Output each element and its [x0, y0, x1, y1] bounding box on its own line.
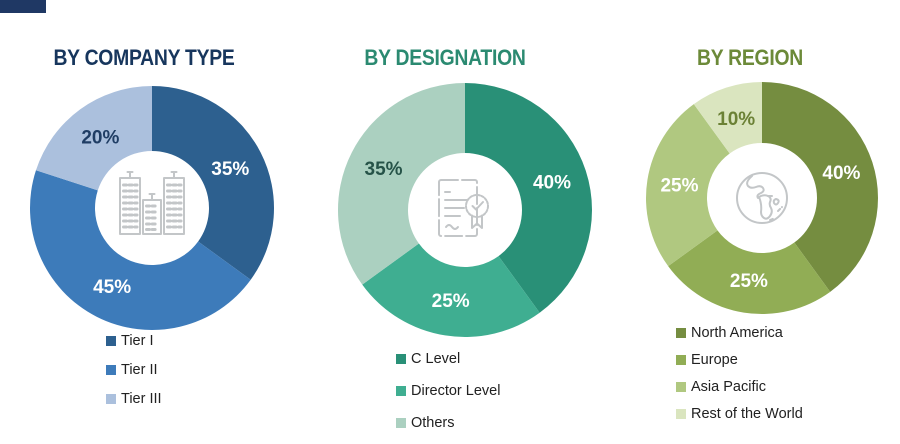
- slice-value-label: 35%: [365, 159, 403, 180]
- slice-value-label: 25%: [432, 291, 470, 312]
- legend-label: Tier I: [121, 333, 154, 349]
- donut-chart-company-type: 35% 45% 20%: [30, 86, 274, 330]
- legend-designation: C Level Director Level Others: [396, 351, 500, 431]
- legend-item-tier-ii[interactable]: Tier II: [106, 362, 162, 378]
- globe-icon: [730, 166, 794, 230]
- chart-title-designation: BY DESIGNATION: [364, 45, 526, 70]
- legend-swatch: [676, 409, 686, 419]
- legend-label: Director Level: [411, 383, 501, 399]
- legend-label: Europe: [691, 352, 738, 368]
- legend-item-north-america[interactable]: North America: [676, 325, 803, 341]
- legend-swatch: [106, 394, 116, 404]
- legend-label: Asia Pacific: [691, 379, 766, 395]
- donut-slice-others[interactable]: [338, 83, 465, 285]
- legend-label: C Level: [411, 351, 461, 367]
- donut-chart-region: 40% 25% 25% 10%: [646, 82, 878, 314]
- legend-label: Others: [411, 415, 455, 431]
- donut-slice-rest-of-the-world[interactable]: [693, 82, 762, 154]
- slice-value-label: 25%: [730, 271, 768, 292]
- donut-slice-europe[interactable]: [668, 230, 831, 314]
- legend-company-type: Tier I Tier II Tier III: [106, 333, 162, 407]
- donut-slice-north-america[interactable]: [762, 82, 878, 292]
- slice-value-label: 40%: [533, 172, 571, 193]
- legend-item-europe[interactable]: Europe: [676, 352, 803, 368]
- slice-value-label: 20%: [81, 128, 119, 149]
- chart-title-region: BY REGION: [697, 45, 803, 70]
- corner-brand-bar: [0, 0, 46, 13]
- slice-value-label: 25%: [660, 176, 698, 197]
- donut-slice-c-level[interactable]: [465, 83, 592, 313]
- legend-swatch: [106, 365, 116, 375]
- legend-swatch: [396, 354, 406, 364]
- donut-chart-designation: 40% 25% 35%: [338, 83, 592, 337]
- legend-swatch: [676, 355, 686, 365]
- certificate-icon: [433, 176, 497, 244]
- donut-slice-asia-pacific[interactable]: [646, 104, 730, 267]
- legend-item-c-level[interactable]: C Level: [396, 351, 500, 367]
- legend-swatch: [396, 386, 406, 396]
- legend-swatch: [106, 336, 116, 346]
- slice-value-label: 40%: [822, 163, 860, 184]
- donut-slice-director-level[interactable]: [362, 243, 540, 337]
- slice-value-label: 10%: [717, 109, 755, 130]
- legend-label: Tier III: [121, 391, 162, 407]
- legend-label: North America: [691, 325, 783, 341]
- slice-value-label: 35%: [211, 159, 249, 180]
- legend-swatch: [396, 418, 406, 428]
- legend-item-asia-pacific[interactable]: Asia Pacific: [676, 379, 803, 395]
- legend-region: North America Europe Asia Pacific Rest of t…: [676, 325, 803, 422]
- legend-item-tier-i[interactable]: Tier I: [106, 333, 162, 349]
- donut-slice-tier-i[interactable]: [152, 86, 274, 280]
- legend-item-others[interactable]: Others: [396, 415, 500, 431]
- legend-swatch: [676, 382, 686, 392]
- buildings-icon: [114, 164, 190, 240]
- legend-item-director-level[interactable]: Director Level: [396, 383, 500, 399]
- chart-title-company-type: BY COMPANY TYPE: [53, 45, 235, 70]
- legend-label: Tier II: [121, 362, 158, 378]
- legend-item-tier-iii[interactable]: Tier III: [106, 391, 162, 407]
- legend-swatch: [676, 328, 686, 338]
- donut-slice-tier-ii[interactable]: [30, 170, 251, 330]
- legend-label: Rest of the World: [691, 406, 803, 422]
- donut-slice-tier-iii[interactable]: [35, 86, 153, 191]
- slice-value-label: 45%: [93, 277, 131, 298]
- legend-item-rest-of-the-world[interactable]: Rest of the World: [676, 406, 803, 422]
